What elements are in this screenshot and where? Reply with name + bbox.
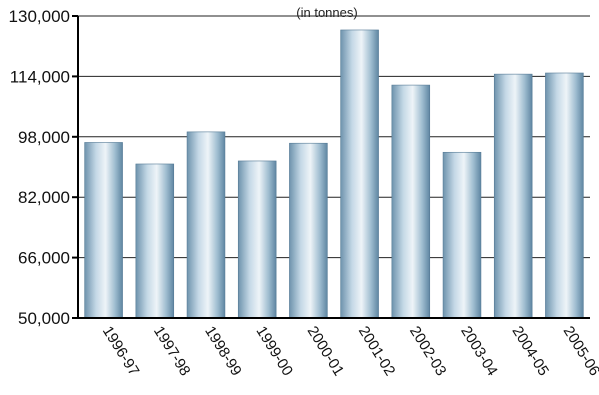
bar [493,73,533,319]
x-tick-label: 1997-98 [150,323,194,379]
bar [545,72,584,319]
x-tick-label: 1998-99 [201,323,245,379]
y-tick-label: 82,000 [18,188,70,207]
y-tick-label: 98,000 [18,128,70,147]
y-tick-label: 114,000 [10,67,70,86]
x-tick-label: 2002-03 [406,323,450,379]
chart-subtitle: (in tonnes) [296,5,357,20]
bar [135,163,175,319]
axes [72,15,590,319]
bar [84,142,123,319]
y-tick-label: 66,000 [18,249,70,268]
x-tick-label: 2003-04 [457,323,501,379]
y-tick-label: 130,000 [9,7,70,26]
x-tick-label: 2004-05 [508,323,552,379]
x-tick-label: 2005-06 [560,323,599,379]
y-tick-label: 50,000 [18,309,70,328]
x-tick-label: 2001-02 [355,323,399,379]
bar [186,131,226,319]
bar [340,29,379,319]
bar [442,151,482,319]
bar [391,84,431,319]
y-tick-labels: 50,000 66,000 82,000 98,000 114,000 130,000 [9,7,70,328]
bar [237,160,277,319]
x-tick-label: 2000-01 [304,323,348,379]
x-tick-label: 1999-00 [252,323,296,379]
bars [84,29,584,319]
bar [289,142,328,319]
x-tick-label: 1996-97 [99,323,143,379]
x-tick-labels: 1996-97 1997-98 1998-99 1999-00 2000-01 2001-… [99,323,599,379]
